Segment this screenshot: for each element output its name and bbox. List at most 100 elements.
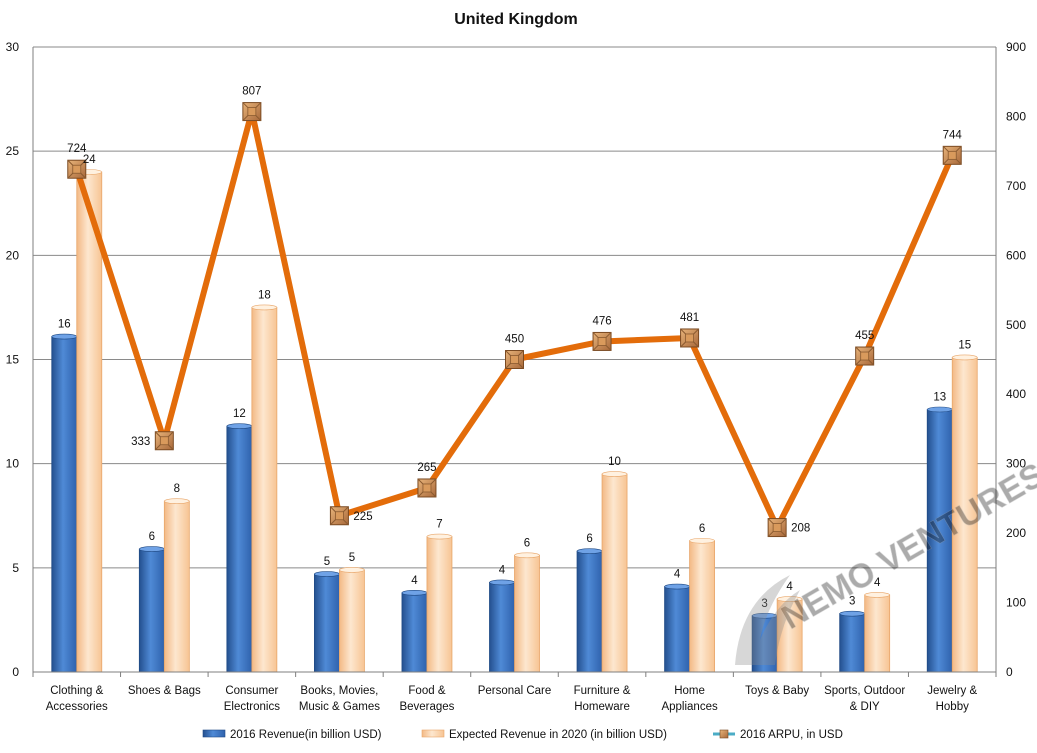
y2-tick-300: 300	[1006, 457, 1026, 471]
arpu-marker-3	[329, 506, 349, 526]
category-label-2-1: Electronics	[224, 701, 280, 713]
bar-revenue-2016-2	[226, 425, 253, 673]
bar-revenue-2020-4	[426, 536, 453, 673]
category-label-0-0: Clothing &	[50, 685, 103, 697]
bar-revenue-2020-7	[689, 540, 715, 673]
data-label-arpu-5: 450	[505, 334, 524, 346]
bar-revenue-2020-5	[514, 554, 540, 673]
category-label-8-0: Toys & Baby	[745, 685, 809, 697]
data-label-arpu-2: 807	[242, 86, 261, 98]
data-label-arpu-10: 744	[943, 129, 963, 141]
data-label-bar-0-0: 16	[58, 319, 71, 331]
y2-tick-600: 600	[1006, 248, 1026, 262]
bar-cap-0-3	[314, 571, 340, 577]
arpu-marker-4	[417, 478, 437, 498]
bar-revenue-2020-0	[76, 171, 103, 673]
category-label-10-1: Hobby	[936, 701, 969, 713]
arpu-marker-core-10	[947, 150, 957, 160]
data-label-bar-1-7: 6	[699, 523, 705, 535]
y2-tick-200: 200	[1006, 526, 1026, 540]
bar-revenue-2016-4	[401, 592, 428, 673]
data-label-arpu-9: 455	[855, 330, 874, 342]
arpu-marker-7	[680, 328, 700, 348]
data-label-bar-0-2: 12	[233, 408, 246, 420]
legend-swatch-revenue-2020	[421, 729, 445, 738]
bar-cap-0-10	[926, 406, 953, 413]
watermark-text: NEMO VENTURES	[775, 456, 1037, 637]
y-tick-10: 10	[6, 457, 20, 471]
bar-cap-1-1	[164, 498, 190, 504]
bar-cap-1-8	[776, 596, 803, 602]
arpu-marker-5	[505, 350, 524, 369]
data-label-bar-1-10: 15	[958, 339, 971, 351]
category-label-6-1: Homeware	[574, 701, 630, 713]
data-label-bar-0-8: 3	[761, 598, 767, 610]
data-label-bar-0-5: 4	[499, 564, 506, 576]
data-label-bar-1-2: 18	[258, 289, 271, 301]
y-tick-30: 30	[6, 40, 20, 54]
bar-cap-1-4	[426, 533, 453, 540]
category-label-5-0: Personal Care	[478, 685, 552, 697]
legend-swatch-arpu-marker	[719, 729, 729, 739]
bar-revenue-2020-2	[251, 307, 278, 673]
bar-cap-1-3	[339, 567, 365, 573]
y-tick-15: 15	[6, 353, 20, 367]
y2-tick-700: 700	[1006, 179, 1026, 193]
arpu-marker-core-8	[772, 523, 782, 532]
category-label-1-0: Shoes & Bags	[128, 685, 201, 697]
bar-revenue-2016-6	[576, 550, 603, 673]
data-label-bar-0-1: 6	[149, 531, 155, 543]
bar-cap-1-10	[951, 354, 978, 361]
arpu-marker-core-1	[159, 436, 169, 446]
category-label-2-0: Consumer	[225, 685, 278, 697]
bar-cap-1-7	[689, 537, 715, 544]
bar-revenue-2016-3	[314, 573, 340, 673]
data-label-arpu-1: 333	[131, 436, 150, 448]
data-label-bar-1-3: 5	[349, 552, 355, 564]
bar-cap-0-4	[401, 590, 428, 596]
bar-cap-0-5	[489, 579, 515, 586]
data-label-arpu-6: 476	[592, 315, 611, 327]
arpu-marker-core-6	[597, 337, 607, 346]
data-label-bar-0-9: 3	[849, 596, 855, 608]
y2-tick-900: 900	[1006, 40, 1026, 54]
bar-revenue-2020-3	[339, 569, 365, 673]
arpu-marker-9	[855, 346, 875, 366]
arpu-marker-core-7	[685, 333, 694, 343]
arpu-line	[73, 108, 955, 531]
category-label-4-0: Food &	[408, 685, 445, 697]
y2-tick-0: 0	[1006, 665, 1013, 679]
bar-cap-0-0	[51, 333, 78, 340]
data-label-arpu-8: 208	[791, 523, 810, 535]
bar-revenue-2016-9	[839, 613, 866, 673]
legend-label-revenue-2016: 2016 Revenue(in billion USD)	[230, 729, 382, 741]
legend-label-arpu: 2016 ARPU, in USD	[740, 729, 843, 741]
data-label-bar-1-8: 4	[786, 581, 793, 593]
data-label-bar-0-3: 5	[324, 556, 330, 568]
bar-revenue-2020-6	[601, 473, 628, 673]
y-tick-5: 5	[12, 561, 19, 575]
bar-cap-0-9	[839, 610, 865, 617]
arpu-marker-2	[242, 102, 262, 122]
y2-tick-100: 100	[1006, 596, 1026, 610]
watermark-logo-shape	[735, 575, 800, 665]
data-label-arpu-0: 724	[67, 143, 87, 155]
category-label-10-0: Jewelry &	[927, 685, 977, 697]
legend-label-revenue-2020: Expected Revenue in 2020 (in billion USD…	[449, 729, 667, 741]
category-label-3-1: Music & Games	[299, 701, 380, 713]
y-tick-0: 0	[12, 665, 19, 679]
bar-cap-1-9	[864, 592, 890, 598]
arpu-marker-0	[67, 159, 87, 179]
category-label-3-0: Books, Movies,	[300, 685, 378, 697]
data-label-bar-1-0: 24	[83, 154, 96, 166]
bar-cap-0-6	[576, 548, 603, 554]
y2-tick-500: 500	[1006, 318, 1026, 332]
bar-cap-1-6	[601, 471, 628, 477]
category-label-7-1: Appliances	[661, 701, 718, 713]
bar-cap-0-2	[226, 423, 253, 429]
bar-revenue-2016-5	[489, 582, 515, 673]
bar-revenue-2016-7	[664, 586, 690, 673]
data-label-bar-0-10: 13	[933, 392, 946, 404]
data-label-arpu-7: 481	[680, 312, 699, 324]
arpu-marker-6	[592, 331, 612, 351]
